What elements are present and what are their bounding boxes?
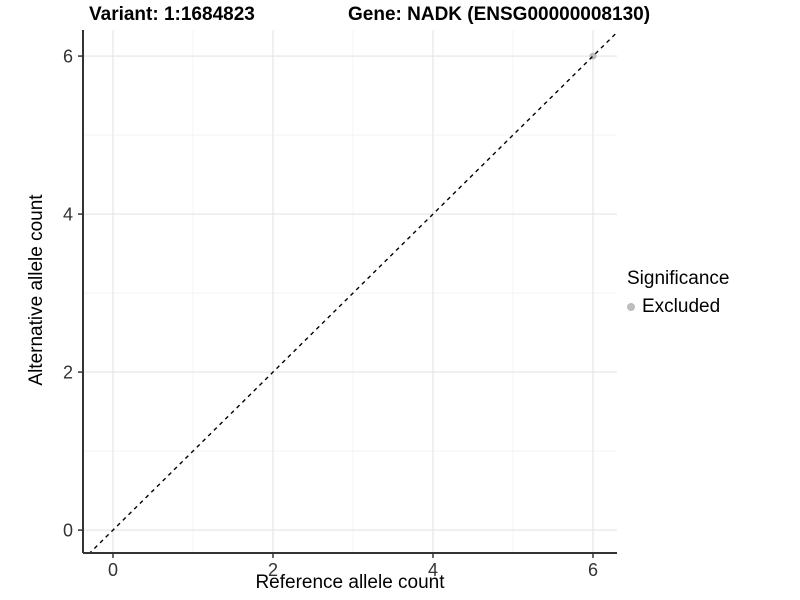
legend-item-label: Excluded — [642, 296, 721, 317]
x-tick-label: 0 — [108, 560, 118, 580]
x-axis-title: Reference allele count — [255, 572, 445, 593]
y-axis-title: Alternative allele count — [26, 194, 47, 386]
plot-title-gene: Gene: NADK (ENSG00000008130) — [348, 4, 651, 25]
y-tick-label: 0 — [63, 520, 73, 540]
y-tick-label: 2 — [63, 362, 73, 382]
legend: Significance Excluded — [627, 268, 729, 318]
x-tick-label: 6 — [588, 560, 598, 580]
x-tick-label: 2 — [268, 560, 278, 580]
y-tick-label: 6 — [63, 46, 73, 66]
excluded-point-icon — [627, 303, 635, 311]
y-tick-label: 4 — [63, 204, 73, 224]
x-tick-label: 4 — [428, 560, 438, 580]
identity-line — [88, 31, 617, 553]
legend-title: Significance — [627, 268, 730, 289]
plot-title-variant: Variant: 1:1684823 — [89, 4, 255, 25]
legend-item-excluded: Excluded — [627, 296, 729, 318]
